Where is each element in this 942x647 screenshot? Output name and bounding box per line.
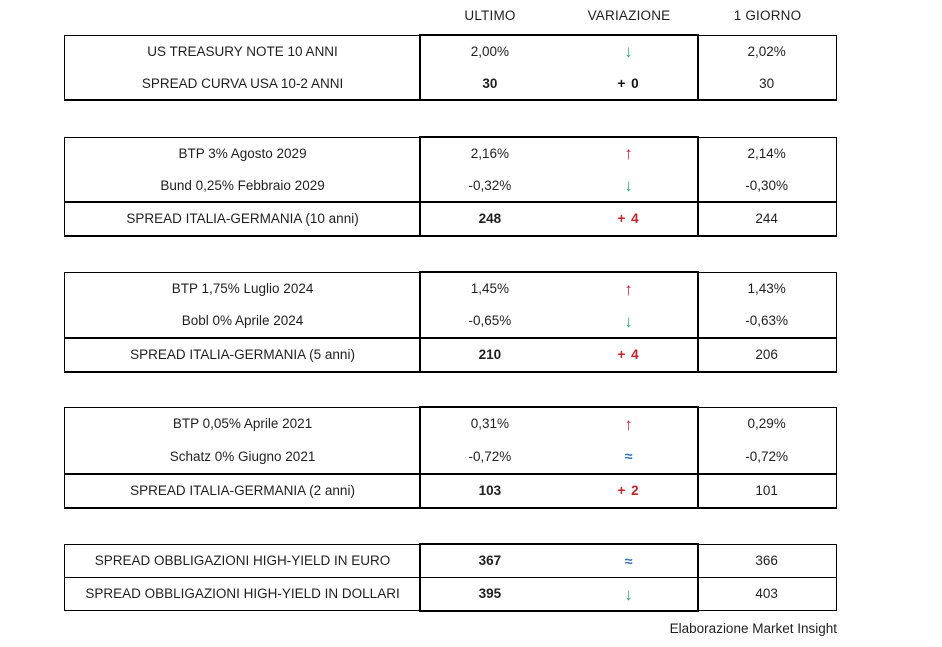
- giorno-value: 0,29%: [747, 416, 786, 432]
- variation-indicator: ↓: [560, 313, 698, 330]
- variation-indicator: ↓: [560, 177, 698, 194]
- giorno-value: 2,02%: [747, 44, 786, 59]
- variation-indicator: + 4: [560, 348, 698, 362]
- instrument-label: Schatz 0% Giugno 2021: [169, 448, 316, 464]
- up-arrow-icon: ↑: [624, 414, 633, 434]
- variation-indicator: + 2: [560, 484, 698, 498]
- table-row: BTP 3% Agosto 2029 2,16% ↑ 2,14%: [65, 138, 836, 170]
- variation-indicator: ↓: [560, 586, 698, 603]
- ultimo-value: 103: [478, 483, 502, 499]
- table-row: SPREAD OBBLIGAZIONI HIGH-YIELD IN EURO 3…: [65, 545, 836, 577]
- giorno-value: 244: [755, 211, 778, 227]
- rate-table-2-anni: BTP 0,05% Aprile 2021 0,31% ↑ 0,29% Scha…: [64, 406, 837, 509]
- giorno-value: 30: [759, 75, 775, 91]
- down-arrow-icon: ↓: [624, 176, 633, 195]
- giorno-value: -0,72%: [745, 448, 789, 464]
- table-row: SPREAD CURVA USA 10-2 ANNI 30 + 0 30: [65, 68, 836, 100]
- giorno-value: 403: [755, 586, 778, 602]
- giorno-value: 2,14%: [747, 146, 786, 162]
- approx-equal-icon: ≈: [624, 552, 633, 569]
- rate-table-us-treasury: US TREASURY NOTE 10 ANNI 2,00% ↓ 2,02% S…: [64, 34, 837, 101]
- ultimo-value: 0,31%: [470, 416, 510, 432]
- rate-table-10-anni: BTP 3% Agosto 2029 2,16% ↑ 2,14% Bund 0,…: [64, 136, 837, 237]
- spread-row: SPREAD ITALIA-GERMANIA (5 anni) 210 + 4 …: [65, 337, 836, 371]
- giorno-value: 206: [755, 347, 778, 363]
- instrument-label: SPREAD OBBLIGAZIONI HIGH-YIELD IN EURO: [94, 553, 391, 569]
- source-credit: Elaborazione Market Insight: [669, 621, 837, 636]
- instrument-label: Bund 0,25% Febbraio 2029: [160, 177, 325, 193]
- column-header-1-giorno: 1 GIORNO: [733, 8, 802, 23]
- down-arrow-icon: ↓: [624, 42, 633, 62]
- ultimo-value: 2,16%: [470, 146, 510, 162]
- giorno-value: -0,63%: [745, 313, 789, 329]
- variation-indicator: ↑: [560, 416, 698, 433]
- giorno-value: -0,30%: [745, 177, 789, 193]
- ultimo-value: -0,72%: [468, 448, 512, 464]
- variation-indicator: ↑: [560, 281, 698, 298]
- instrument-label: SPREAD ITALIA-GERMANIA (5 anni): [130, 347, 355, 363]
- spread-row: SPREAD ITALIA-GERMANIA (2 anni) 103 + 2 …: [65, 472, 836, 507]
- variation-value: + 4: [617, 347, 640, 363]
- giorno-value: 366: [755, 553, 778, 569]
- rate-table-high-yield: SPREAD OBBLIGAZIONI HIGH-YIELD IN EURO 3…: [64, 543, 837, 612]
- variation-value: + 4: [617, 211, 640, 227]
- variation-value: + 2: [617, 483, 640, 499]
- table-row: US TREASURY NOTE 10 ANNI 2,00% ↓ 2,02%: [65, 36, 836, 68]
- table-row: BTP 1,75% Luglio 2024 1,45% ↑ 1,43%: [65, 273, 836, 305]
- table-row: BTP 0,05% Aprile 2021 0,31% ↑ 0,29%: [65, 408, 836, 440]
- variation-indicator: + 0: [560, 75, 698, 91]
- ultimo-value: -0,32%: [468, 177, 512, 193]
- column-header-ultimo: ULTIMO: [464, 8, 516, 23]
- instrument-label: BTP 0,05% Aprile 2021: [172, 416, 313, 432]
- ultimo-value: 395: [478, 586, 502, 602]
- rate-table-5-anni: BTP 1,75% Luglio 2024 1,45% ↑ 1,43% Bobl…: [64, 271, 837, 373]
- up-arrow-icon: ↑: [624, 279, 633, 299]
- giorno-value: 101: [755, 483, 778, 499]
- instrument-label: SPREAD ITALIA-GERMANIA (2 anni): [130, 483, 355, 499]
- instrument-label: US TREASURY NOTE 10 ANNI: [147, 44, 338, 59]
- up-arrow-icon: ↑: [624, 144, 633, 164]
- ultimo-value: 2,00%: [470, 44, 510, 59]
- giorno-value: 1,43%: [747, 281, 786, 297]
- variation-indicator: ↓: [560, 43, 698, 60]
- instrument-label: BTP 3% Agosto 2029: [178, 146, 307, 162]
- variation-indicator: ↑: [560, 145, 698, 162]
- instrument-label: SPREAD CURVA USA 10-2 ANNI: [141, 75, 344, 91]
- instrument-label: SPREAD ITALIA-GERMANIA (10 anni): [126, 211, 359, 227]
- instrument-label: SPREAD OBBLIGAZIONI HIGH-YIELD IN DOLLAR…: [85, 586, 400, 602]
- ultimo-value: 367: [478, 553, 502, 569]
- column-header-variazione: VARIAZIONE: [587, 8, 671, 23]
- table-row: Schatz 0% Giugno 2021 -0,72% ≈ -0,72%: [65, 440, 836, 472]
- instrument-label: BTP 1,75% Luglio 2024: [171, 281, 314, 297]
- down-arrow-icon: ↓: [624, 584, 633, 604]
- variation-indicator: + 4: [560, 212, 698, 226]
- ultimo-value: 248: [478, 211, 502, 227]
- ultimo-value: 210: [478, 347, 502, 363]
- instrument-label: Bobl 0% Aprile 2024: [181, 313, 304, 329]
- table-row: SPREAD OBBLIGAZIONI HIGH-YIELD IN DOLLAR…: [65, 577, 836, 610]
- ultimo-value: -0,65%: [468, 313, 512, 329]
- column-headers: ULTIMO VARIAZIONE 1 GIORNO: [64, 8, 837, 23]
- header-spacer: [64, 8, 420, 23]
- ultimo-value: 30: [482, 75, 498, 91]
- spread-row: SPREAD ITALIA-GERMANIA (10 anni) 248 + 4…: [65, 201, 836, 235]
- table-row: Bund 0,25% Febbraio 2029 -0,32% ↓ -0,30%: [65, 170, 836, 202]
- variation-indicator: ≈: [560, 449, 698, 464]
- ultimo-value: 1,45%: [470, 281, 510, 297]
- down-arrow-icon: ↓: [624, 311, 633, 331]
- variation-value: + 0: [617, 75, 640, 91]
- variation-indicator: ≈: [560, 554, 698, 569]
- table-row: Bobl 0% Aprile 2024 -0,65% ↓ -0,63%: [65, 305, 836, 337]
- approx-equal-icon: ≈: [624, 448, 633, 465]
